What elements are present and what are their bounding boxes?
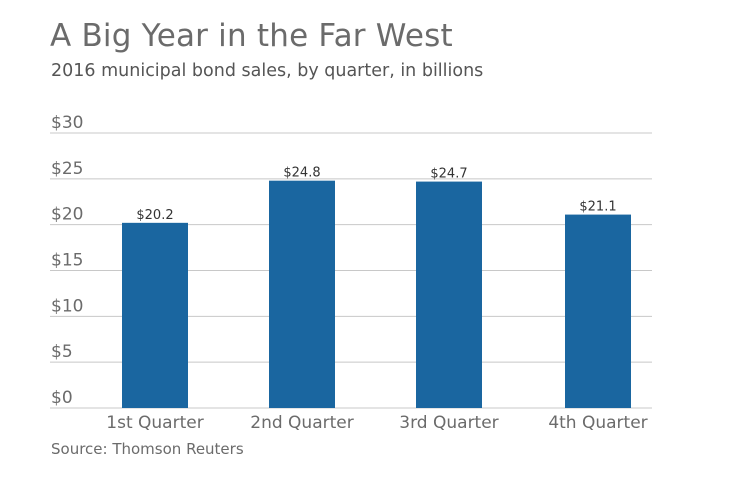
y-tick-label: $30 [51,113,83,133]
bar-4 [565,214,631,408]
x-tick-label: 1st Quarter [106,413,203,433]
x-tick-label: 3rd Quarter [399,413,498,433]
y-tick-label: $5 [51,342,73,362]
data-labels: $20.2 $24.8 $24.7 $21.1 [136,166,616,223]
bars [122,180,631,408]
y-tick-label: $0 [51,388,73,408]
bar-2 [269,180,335,408]
chart-subtitle: 2016 municipal bond sales, by quarter, i… [51,61,484,81]
x-axis-tick-labels: 1st Quarter 2nd Quarter 3rd Quarter 4th Qua… [106,413,647,433]
chart-title: A Big Year in the Far West [50,18,453,54]
x-tick-label: 4th Quarter [548,413,647,433]
y-tick-label: $15 [51,251,83,271]
data-label: $20.2 [136,208,173,223]
data-label: $24.8 [283,166,320,181]
y-axis-tick-labels: $0 $5 $10 $15 $20 $25 $30 [51,113,83,408]
bar-1 [122,222,188,408]
x-tick-label: 2nd Quarter [250,413,353,433]
y-tick-label: $20 [51,205,83,225]
data-label: $21.1 [579,200,616,215]
data-label: $24.7 [430,167,467,182]
y-tick-label: $10 [51,296,83,316]
bar-3 [416,181,482,408]
y-tick-label: $25 [51,159,83,179]
source-note: Source: Thomson Reuters [51,440,244,458]
